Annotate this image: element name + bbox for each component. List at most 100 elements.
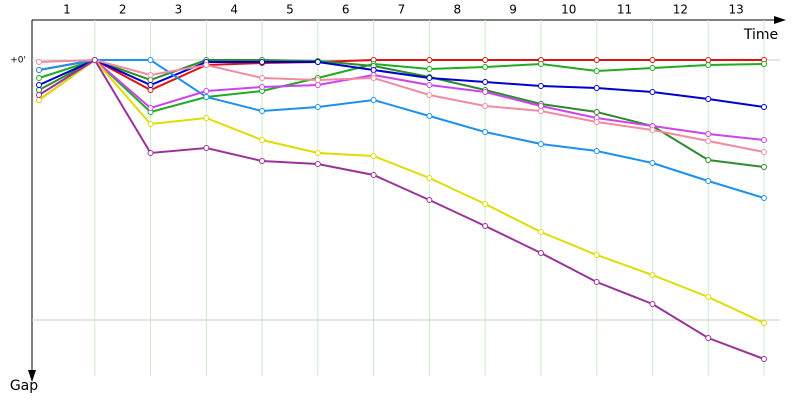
data-point xyxy=(649,57,656,63)
data-point xyxy=(482,57,489,63)
data-point xyxy=(147,150,154,156)
data-point xyxy=(537,103,544,109)
data-point xyxy=(593,279,600,285)
data-point xyxy=(36,82,42,88)
x-tick-label: 7 xyxy=(398,3,406,17)
series-line xyxy=(38,58,765,153)
series-line xyxy=(38,58,765,324)
data-point xyxy=(761,356,767,362)
y-axis-arrow xyxy=(28,370,36,382)
x-tick-label: 10 xyxy=(561,3,576,17)
data-point xyxy=(147,82,154,88)
data-point xyxy=(203,145,210,151)
data-point xyxy=(259,84,266,90)
data-point xyxy=(147,72,154,78)
data-point xyxy=(537,83,544,89)
data-point xyxy=(649,272,656,278)
data-point xyxy=(705,131,712,137)
data-point xyxy=(314,150,321,156)
data-point xyxy=(314,82,321,88)
data-point xyxy=(537,250,544,256)
data-point xyxy=(593,119,600,125)
x-tick-label: 9 xyxy=(509,3,517,17)
data-point xyxy=(482,64,489,70)
data-point xyxy=(426,57,433,63)
data-point xyxy=(705,178,712,184)
data-point xyxy=(705,138,712,144)
data-point xyxy=(36,75,42,81)
data-point xyxy=(705,62,712,68)
series-line xyxy=(38,58,765,141)
data-point xyxy=(537,141,544,147)
data-point xyxy=(147,87,154,93)
data-point xyxy=(482,79,489,85)
data-point xyxy=(36,87,42,93)
data-point xyxy=(593,85,600,91)
data-point xyxy=(705,96,712,102)
x-tick-label: 12 xyxy=(673,3,688,17)
data-point xyxy=(91,57,98,63)
data-point xyxy=(36,67,42,73)
x-axis-label: Time xyxy=(743,27,778,43)
x-tick-label: 6 xyxy=(342,3,350,17)
data-point xyxy=(36,97,42,103)
data-point xyxy=(649,301,656,307)
data-point xyxy=(203,88,210,94)
data-point xyxy=(593,68,600,74)
data-point xyxy=(705,57,712,63)
data-point xyxy=(259,137,266,143)
data-point xyxy=(593,148,600,154)
series-line xyxy=(38,58,764,92)
data-point xyxy=(370,172,377,178)
data-point xyxy=(761,195,767,201)
data-point xyxy=(314,104,321,110)
data-point xyxy=(259,108,266,114)
x-tick-label: 13 xyxy=(728,3,743,17)
data-point xyxy=(761,320,767,326)
x-tick-label: 8 xyxy=(453,3,461,17)
data-point xyxy=(147,121,154,127)
data-point xyxy=(649,65,656,71)
series-line xyxy=(38,58,765,114)
data-point xyxy=(147,105,154,111)
x-tick-label: 4 xyxy=(230,3,238,17)
x-tick-label: 1 xyxy=(63,3,71,17)
data-point xyxy=(259,158,266,164)
data-point xyxy=(537,229,544,235)
data-point xyxy=(705,157,712,163)
x-tick-label: 2 xyxy=(119,3,127,17)
data-point xyxy=(593,252,600,258)
data-point xyxy=(370,97,377,103)
data-point xyxy=(761,137,767,143)
data-point xyxy=(649,160,656,166)
data-point xyxy=(482,89,489,95)
data-point xyxy=(426,75,433,81)
data-point xyxy=(761,149,767,155)
series-line xyxy=(38,58,765,108)
y-tick-label: +0' xyxy=(10,56,26,66)
data-point xyxy=(370,75,377,81)
data-point xyxy=(482,129,489,135)
data-point xyxy=(649,89,656,95)
data-point xyxy=(314,59,321,65)
data-point xyxy=(705,335,712,341)
data-point xyxy=(36,92,42,98)
data-point xyxy=(203,115,210,121)
data-point xyxy=(705,294,712,300)
data-point xyxy=(593,109,600,115)
data-point xyxy=(426,113,433,119)
data-point xyxy=(370,153,377,159)
data-point xyxy=(36,59,42,65)
data-point xyxy=(147,57,154,63)
series-line xyxy=(38,59,765,199)
data-point xyxy=(482,201,489,207)
data-point xyxy=(649,127,656,133)
data-point xyxy=(426,175,433,181)
data-point xyxy=(761,164,767,170)
x-tick-label: 11 xyxy=(617,3,632,17)
y-axis-label: Gap xyxy=(10,378,38,394)
x-axis-arrow xyxy=(774,16,786,24)
data-point xyxy=(314,161,321,167)
data-point xyxy=(426,82,433,88)
data-point xyxy=(426,197,433,203)
